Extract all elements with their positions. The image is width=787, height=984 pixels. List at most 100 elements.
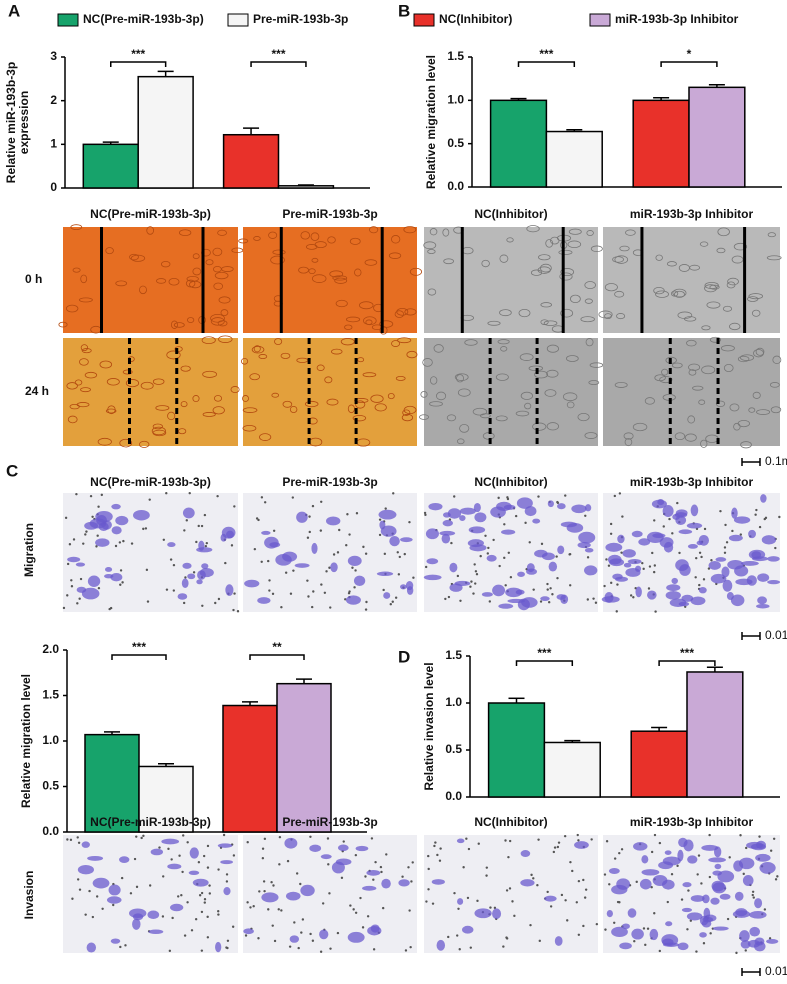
cell xyxy=(462,925,474,934)
cell xyxy=(198,540,205,551)
cell xyxy=(362,372,377,378)
cell xyxy=(397,337,412,344)
cell xyxy=(749,926,761,937)
pore xyxy=(183,529,186,532)
pore xyxy=(121,581,124,584)
cell xyxy=(554,936,563,946)
pore xyxy=(678,551,681,555)
pore xyxy=(508,887,512,890)
cell xyxy=(540,302,553,308)
bar xyxy=(222,133,280,189)
pore xyxy=(180,894,183,897)
pore xyxy=(505,936,508,939)
cell xyxy=(631,928,644,940)
pore xyxy=(342,840,345,843)
bar xyxy=(688,86,746,188)
pore xyxy=(719,509,722,513)
cell xyxy=(712,926,729,931)
pore xyxy=(469,946,472,949)
pore xyxy=(453,495,456,498)
pore xyxy=(546,582,549,586)
cell xyxy=(698,586,707,594)
pore xyxy=(694,576,697,579)
cell xyxy=(497,339,510,345)
pore xyxy=(260,496,264,499)
cell xyxy=(548,561,558,572)
pore xyxy=(576,833,579,837)
cell xyxy=(324,376,333,384)
pore xyxy=(616,900,620,904)
cell xyxy=(66,382,78,390)
cell xyxy=(588,380,600,386)
cell xyxy=(81,841,90,848)
pore xyxy=(365,600,368,604)
pore xyxy=(728,856,731,859)
bar xyxy=(277,185,335,189)
cell xyxy=(391,340,401,347)
pore xyxy=(745,846,748,850)
pore xyxy=(609,532,613,536)
cell xyxy=(111,503,121,510)
column-label: Pre-miR-193b-3p xyxy=(282,207,377,221)
pore xyxy=(653,912,656,915)
pore xyxy=(172,589,176,592)
pore xyxy=(76,878,80,881)
pore xyxy=(233,592,236,595)
pore xyxy=(203,901,206,904)
cell xyxy=(584,298,593,304)
cell xyxy=(742,874,754,887)
micrograph xyxy=(424,338,598,446)
cell xyxy=(671,362,683,369)
pore xyxy=(202,854,206,858)
cell xyxy=(567,240,582,248)
cell xyxy=(456,838,465,844)
pore xyxy=(311,504,315,508)
pore xyxy=(431,902,435,905)
cell xyxy=(331,348,343,355)
cell xyxy=(186,317,195,323)
pore xyxy=(79,577,83,581)
cell xyxy=(589,362,604,368)
pore xyxy=(487,546,490,550)
pore xyxy=(230,544,234,547)
pore xyxy=(336,931,340,935)
bar xyxy=(276,682,332,833)
cell xyxy=(752,391,761,399)
pore xyxy=(556,845,560,849)
cell xyxy=(345,316,361,323)
cell xyxy=(730,594,745,607)
micrograph xyxy=(424,835,598,953)
cell xyxy=(404,308,417,316)
cell xyxy=(243,928,254,935)
pore xyxy=(359,896,362,900)
pore xyxy=(268,579,271,582)
pore xyxy=(752,896,755,899)
cell xyxy=(192,253,200,260)
pore xyxy=(379,865,383,869)
cell xyxy=(487,320,501,326)
pore xyxy=(194,917,198,921)
cell xyxy=(447,508,462,519)
cell xyxy=(456,374,464,383)
pore xyxy=(119,945,122,949)
pore xyxy=(653,564,657,567)
cell xyxy=(759,861,776,874)
cell xyxy=(202,370,218,378)
cell xyxy=(584,281,596,290)
cell xyxy=(335,299,348,308)
cell xyxy=(727,277,739,286)
pore xyxy=(312,590,315,593)
cell xyxy=(329,270,344,278)
pore xyxy=(653,833,657,837)
cell xyxy=(755,853,771,862)
pore xyxy=(217,597,221,601)
cell xyxy=(347,404,355,414)
pore xyxy=(424,565,428,569)
y-tick-label: 0.5 xyxy=(447,136,464,150)
cell xyxy=(558,249,573,255)
y-axis-label: Relative miR-193b-3p xyxy=(4,62,18,183)
pore xyxy=(325,570,328,573)
pore xyxy=(546,890,549,894)
pore xyxy=(398,555,401,559)
significance-label: *** xyxy=(271,47,285,61)
